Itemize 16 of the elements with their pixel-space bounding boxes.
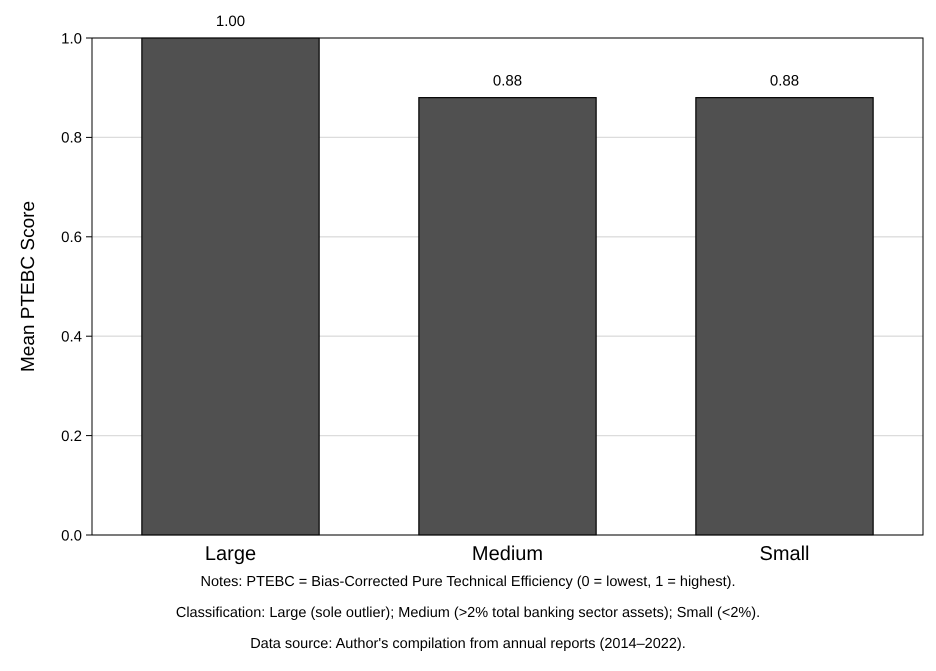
text: Classification: Large (sole outlier); Medium (>2% total banking sector assets); Small (<2%). (176, 605, 760, 621)
x-tick-label: Large (204, 543, 256, 565)
x-tick-label: Small (759, 543, 810, 565)
data-label: 1.00 (216, 13, 246, 30)
y-tick-label: 0.2 (61, 428, 82, 445)
y-tick-label: 0.0 (61, 527, 82, 544)
text: Notes: PTEBC = Bias-Corrected Pure Technical Efficiency (0 = lowest, 1 = highest). (200, 574, 736, 590)
y-tick-label: 1.0 (61, 30, 82, 48)
data-label: 0.88 (492, 72, 522, 90)
y-axis-title: Mean PTEBC Score (18, 200, 39, 372)
y-tick-label: 0.4 (61, 328, 82, 346)
y-tick-label: 0.6 (61, 229, 82, 246)
y-tick-label: 0.8 (61, 130, 82, 147)
data-label: 0.88 (770, 72, 800, 90)
x-tick-label: Medium (472, 543, 544, 565)
source-note: Data source: Author's compilation from annual reports (2014–2022). (250, 636, 686, 652)
